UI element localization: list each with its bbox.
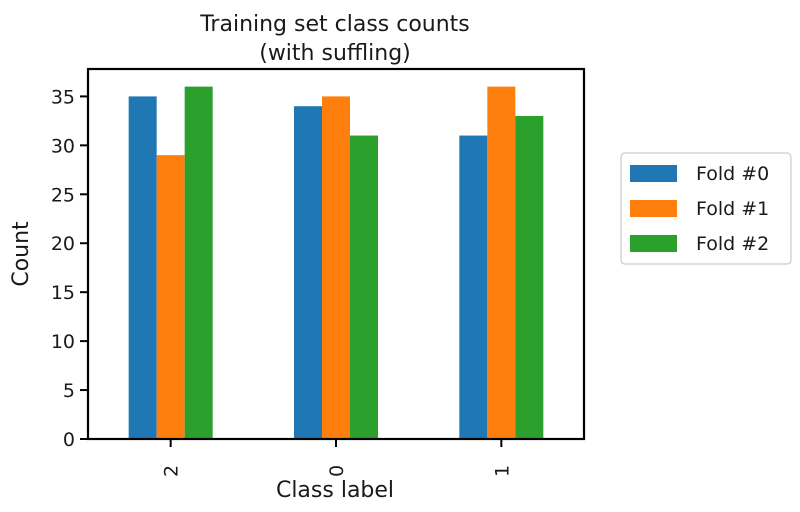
legend-label: Fold #2 xyxy=(696,233,769,255)
chart-title-line1: Training set class counts xyxy=(199,12,470,37)
bar-fold2-class-1 xyxy=(515,115,544,439)
bar-fold0-class-0 xyxy=(294,106,322,439)
bar-fold2-class-2 xyxy=(184,86,213,439)
x-axis-ticks: 2 0 1 xyxy=(161,439,513,477)
legend-swatch xyxy=(630,200,677,217)
y-tick-label: 35 xyxy=(51,86,75,108)
x-tick-label: 0 xyxy=(326,465,348,477)
bar-fold1-class-2 xyxy=(156,155,185,439)
x-axis-title: Class label xyxy=(276,478,394,503)
bar-fold1-class-1 xyxy=(487,86,516,439)
bar-fold0-class-2 xyxy=(128,96,157,439)
y-tick-label: 10 xyxy=(51,331,75,353)
legend-swatch xyxy=(630,165,677,182)
bar-fold0-class-1 xyxy=(459,135,488,439)
y-axis-title: Count xyxy=(9,221,34,287)
y-tick-label: 5 xyxy=(63,380,75,402)
bar-fold1-class-0 xyxy=(322,96,350,439)
y-tick-label: 30 xyxy=(51,135,75,157)
bars-group xyxy=(128,86,544,439)
y-tick-label: 0 xyxy=(63,429,75,451)
legend: Fold #0 Fold #1 Fold #2 xyxy=(620,152,792,265)
plot-frame xyxy=(86,67,586,441)
legend-items: Fold #0 Fold #1 Fold #2 xyxy=(630,163,769,255)
y-tick-label: 25 xyxy=(51,184,75,206)
y-axis-ticks: 0 5 10 15 20 25 30 35 xyxy=(51,86,88,451)
bar-fold2-class-0 xyxy=(350,135,378,439)
x-tick-label: 1 xyxy=(491,465,513,477)
y-tick-label: 20 xyxy=(51,233,75,255)
x-tick-label: 2 xyxy=(161,465,183,477)
legend-label: Fold #1 xyxy=(696,198,769,220)
chart-title-line2: (with suffling) xyxy=(259,41,411,66)
legend-label: Fold #0 xyxy=(696,163,769,185)
y-tick-label: 15 xyxy=(51,282,75,304)
legend-swatch xyxy=(630,235,677,252)
